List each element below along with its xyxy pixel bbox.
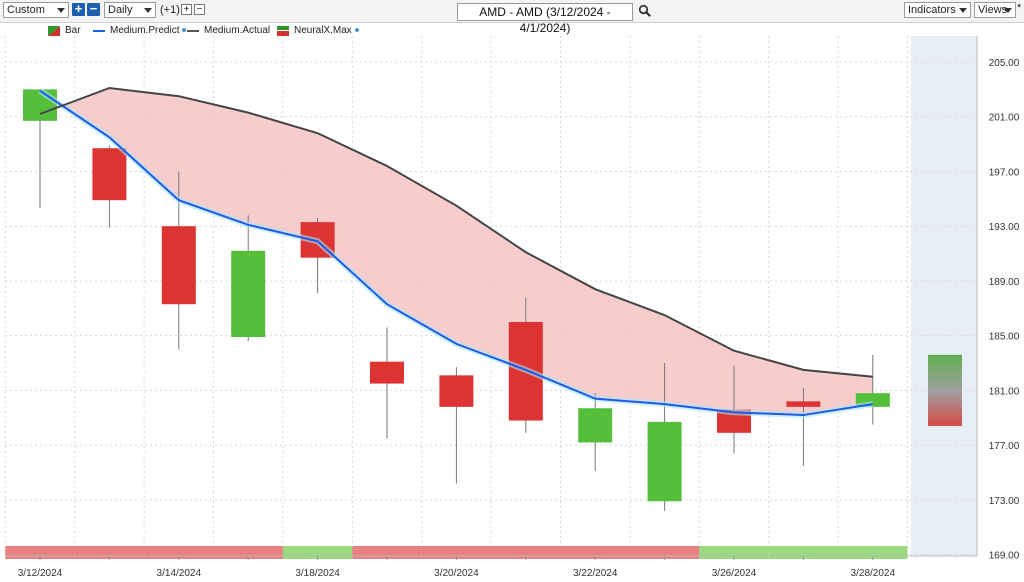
y-tick-label: 197.00 xyxy=(989,167,1020,178)
range-label: Custom xyxy=(7,4,45,16)
x-tick-label: 3/14/2024 xyxy=(157,568,202,579)
chart-title-field[interactable]: AMD - AMD (3/12/2024 - 4/1/2024) xyxy=(457,3,633,35)
y-tick-label: 173.00 xyxy=(989,496,1020,507)
predict-line xyxy=(39,89,873,417)
y-tick-label: 181.00 xyxy=(989,386,1020,397)
y-tick-label: 177.00 xyxy=(989,441,1020,452)
chevron-down-icon xyxy=(144,8,152,13)
views-dropdown[interactable]: Views xyxy=(974,2,1016,18)
legend-label: Bar xyxy=(65,25,81,36)
range-dropdown[interactable]: Custom xyxy=(3,2,69,18)
candle-body xyxy=(161,226,196,305)
actual-line xyxy=(39,86,873,378)
zoom-in-button[interactable]: + xyxy=(72,2,85,16)
interval-label: Daily xyxy=(108,4,133,16)
legend-label: NeuralX.Max xyxy=(294,24,359,38)
chevron-down-icon xyxy=(57,8,65,13)
indicators-label: Indicators xyxy=(908,4,956,16)
candle-body xyxy=(647,421,682,502)
views-label: Views xyxy=(978,4,1008,16)
offset-increase-button[interactable]: + xyxy=(181,4,192,15)
indicators-dropdown[interactable]: Indicators xyxy=(904,2,971,18)
candle-body xyxy=(578,408,613,443)
offset-decrease-button[interactable]: − xyxy=(194,4,205,15)
pin-marker[interactable]: * xyxy=(1017,2,1022,14)
x-tick-label: 3/12/2024 xyxy=(18,568,63,579)
candle-body xyxy=(231,250,266,338)
neuralx-max-bar xyxy=(928,354,962,426)
y-tick-label: 169.00 xyxy=(989,551,1020,562)
y-tick-label: 185.00 xyxy=(989,332,1020,343)
toolbar: Custom + − Daily (+1) + − AMD - AMD (3/1… xyxy=(0,0,1024,35)
x-tick-label: 3/22/2024 xyxy=(573,568,618,579)
legend-label: Medium.Predict xyxy=(110,24,187,38)
chevron-down-icon xyxy=(1004,8,1012,13)
x-tick-label: 3/18/2024 xyxy=(295,568,340,579)
chevron-down-icon xyxy=(959,8,967,13)
offset-label: (+1) xyxy=(160,4,180,16)
legend-label: Medium.Actual xyxy=(204,25,271,36)
info-dot-icon[interactable] xyxy=(182,28,187,33)
candle-body xyxy=(370,361,404,384)
x-tick-label: 3/26/2024 xyxy=(712,568,757,579)
candle-body xyxy=(23,89,57,121)
search-icon[interactable] xyxy=(638,4,652,18)
line-swatch-icon xyxy=(187,30,199,32)
candle-body xyxy=(786,401,821,407)
y-tick-label: 193.00 xyxy=(989,222,1020,233)
forecast-zone xyxy=(911,36,977,556)
x-tick-label: 3/28/2024 xyxy=(851,568,896,579)
bar-swatch-icon xyxy=(48,26,60,36)
line-swatch-icon xyxy=(93,30,105,32)
candle-body xyxy=(439,375,474,407)
y-tick-label: 189.00 xyxy=(989,277,1020,288)
y-tick-label: 205.00 xyxy=(989,58,1020,69)
candle-body xyxy=(92,148,127,201)
interval-dropdown[interactable]: Daily xyxy=(104,2,156,18)
info-dot-icon[interactable] xyxy=(354,28,359,33)
y-tick-label: 201.00 xyxy=(989,113,1020,124)
zoom-out-button[interactable]: − xyxy=(87,2,100,16)
x-tick-label: 3/20/2024 xyxy=(434,568,479,579)
prediction-band xyxy=(40,88,873,416)
bar-swatch-icon xyxy=(277,26,289,36)
